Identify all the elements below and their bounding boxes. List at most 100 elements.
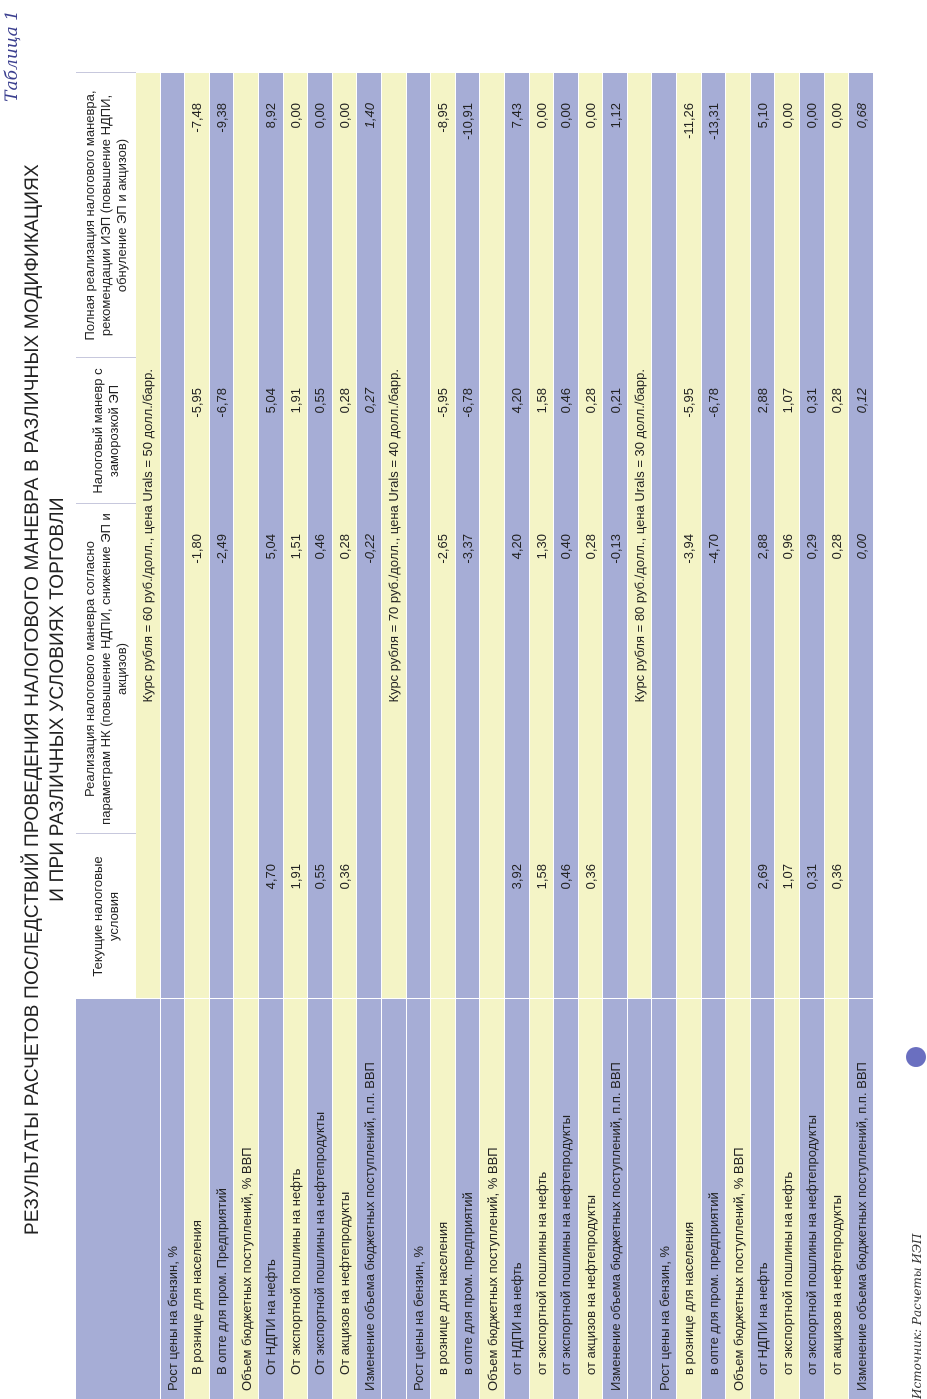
- value-cell: 0,55: [307, 834, 333, 999]
- row-label: В рознице для населения: [184, 999, 210, 1399]
- value-cell: 0,00: [307, 73, 333, 358]
- value-cell: 0,31: [799, 834, 825, 999]
- value-cell: [160, 358, 185, 504]
- row-label: от акцизов на нефтепродукты: [824, 999, 849, 1399]
- row-label: в опте для пром. предприятий: [455, 999, 480, 1399]
- row-label: от НДПИ на нефть: [504, 999, 529, 1399]
- value-cell: 0,68: [848, 73, 874, 358]
- value-cell: 0,00: [283, 73, 308, 358]
- value-cell: 0,96: [774, 504, 800, 834]
- value-cell: -11,26: [676, 73, 702, 358]
- value-cell: 1,91: [283, 834, 308, 999]
- table-row: Изменение объема бюджетных поступлений, …: [848, 73, 874, 1399]
- value-cell: 0,46: [553, 834, 579, 999]
- value-cell: 0,28: [332, 358, 357, 504]
- table-row: от экспортной пошлины на нефть 1,07 0,96 1,…: [774, 73, 800, 1399]
- value-cell: [725, 834, 751, 999]
- value-cell: -9,38: [209, 73, 234, 358]
- value-cell: 0,40: [553, 504, 579, 834]
- value-cell: 5,04: [258, 504, 284, 834]
- section-caption: Курс рубля = 80 руб./долл., цена Urals =…: [627, 73, 652, 999]
- row-label: От экспортной пошлины на нефтепродукты: [307, 999, 333, 1399]
- value-cell: [233, 73, 259, 358]
- value-cell: 0,00: [774, 73, 800, 358]
- row-label: От НДПИ на нефть: [258, 999, 284, 1399]
- value-cell: 5,10: [750, 73, 775, 358]
- value-cell: 0,46: [553, 358, 579, 504]
- value-cell: 1,58: [529, 834, 554, 999]
- value-cell: -5,95: [184, 358, 210, 504]
- value-cell: 0,00: [799, 73, 825, 358]
- value-cell: 4,20: [504, 504, 529, 834]
- value-cell: 0,00: [553, 73, 579, 358]
- value-cell: -5,95: [676, 358, 702, 504]
- row-label: Рост цены на бензин, %: [651, 999, 677, 1399]
- value-cell: [406, 834, 431, 999]
- value-cell: -2,49: [209, 504, 234, 834]
- section-caption-row: Курс рубля = 80 руб./долл., цена Urals =…: [627, 73, 652, 1399]
- value-cell: 1,40: [356, 73, 382, 358]
- table-row: от экспортной пошлины на нефтепродукты 0,…: [553, 73, 579, 1399]
- row-label: в рознице для населения: [676, 999, 702, 1399]
- value-cell: 4,20: [504, 358, 529, 504]
- value-cell: 2,69: [750, 834, 775, 999]
- value-cell: [725, 504, 751, 834]
- row-label: Рост цены на бензин, %: [160, 999, 185, 1399]
- value-cell: -3,94: [676, 504, 702, 834]
- value-cell: 0,46: [307, 504, 333, 834]
- value-cell: -2,65: [430, 504, 456, 834]
- row-label: Изменение объема бюджетных поступлений, …: [356, 999, 382, 1399]
- section-caption-label-cell: [381, 999, 407, 1399]
- value-cell: 0,28: [332, 504, 357, 834]
- value-cell: 3,92: [504, 834, 529, 999]
- value-cell: [676, 834, 702, 999]
- value-cell: [233, 504, 259, 834]
- page-marker-dot: [906, 1047, 926, 1067]
- value-cell: [651, 504, 677, 834]
- table-row: От акцизов на нефтепродукты 0,36 0,28 0,28 0…: [332, 73, 357, 1399]
- table-row: Рост цены на бензин, %: [160, 73, 185, 1399]
- value-cell: [233, 358, 259, 504]
- row-label: Объем бюджетных поступлений, % ВВП: [233, 999, 259, 1399]
- value-cell: [479, 834, 505, 999]
- value-cell: 0,31: [799, 358, 825, 504]
- table-row: В рознице для населения -1,80 -5,95 -7,48: [184, 73, 210, 1399]
- value-cell: -6,78: [209, 358, 234, 504]
- value-cell: 7,43: [504, 73, 529, 358]
- table-label: Таблица 1: [2, 10, 22, 102]
- table-row: от экспортной пошлины на нефть 1,58 1,30 1,…: [529, 73, 554, 1399]
- table-row: в рознице для населения -3,94 -5,95 -11,26: [676, 73, 702, 1399]
- section-caption: Курс рубля = 70 руб./долл., цена Urals =…: [381, 73, 407, 999]
- table-row: Объем бюджетных поступлений, % ВВП: [233, 73, 259, 1399]
- section-caption: Курс рубля = 60 руб./долл., цена Urals =…: [136, 73, 161, 999]
- row-label: От экспортной пошлины на нефть: [283, 999, 308, 1399]
- value-cell: [651, 834, 677, 999]
- value-cell: 2,88: [750, 358, 775, 504]
- value-cell: [479, 504, 505, 834]
- table-row: От экспортной пошлины на нефтепродукты 0,…: [307, 73, 333, 1399]
- value-cell: [406, 358, 431, 504]
- value-cell: 1,51: [283, 504, 308, 834]
- value-cell: [209, 834, 234, 999]
- value-cell: [602, 834, 628, 999]
- table-row: Рост цены на бензин, %: [406, 73, 431, 1399]
- value-cell: [430, 834, 456, 999]
- table-row: От НДПИ на нефть 4,70 5,04 5,04 8,92: [258, 73, 284, 1399]
- value-cell: 1,91: [283, 358, 308, 504]
- section-caption-label-cell: [627, 999, 652, 1399]
- value-cell: 0,28: [578, 504, 603, 834]
- table-row: В опте для пром. Предприятий -2,49 -6,78 -9…: [209, 73, 234, 1399]
- value-cell: 0,55: [307, 358, 333, 504]
- value-cell: [406, 504, 431, 834]
- footer-source: Источник: Расчеты ИЭП: [910, 1233, 924, 1399]
- value-cell: -6,78: [701, 358, 726, 504]
- value-cell: 0,00: [824, 73, 849, 358]
- value-cell: 4,70: [258, 834, 284, 999]
- header-full-maneuver: Полная реализация налогового маневра, ре…: [76, 73, 136, 358]
- value-cell: 0,36: [824, 834, 849, 999]
- value-cell: 0,28: [824, 504, 849, 834]
- table-row: от НДПИ на нефть 2,69 2,88 2,88 5,10: [750, 73, 775, 1399]
- table-row: от НДПИ на нефть 3,92 4,20 4,20 7,43: [504, 73, 529, 1399]
- table-row: От экспортной пошлины на нефть 1,91 1,51 1,…: [283, 73, 308, 1399]
- value-cell: -3,37: [455, 504, 480, 834]
